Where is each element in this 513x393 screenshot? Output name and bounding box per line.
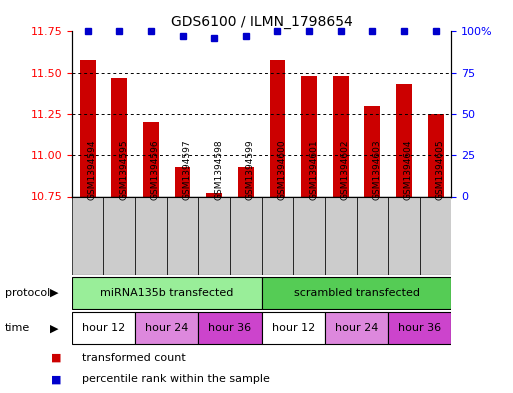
Text: hour 36: hour 36 xyxy=(398,323,441,333)
Bar xyxy=(143,122,159,196)
Title: GDS6100 / ILMN_1798654: GDS6100 / ILMN_1798654 xyxy=(171,15,352,29)
Text: hour 12: hour 12 xyxy=(272,323,315,333)
Text: scrambled transfected: scrambled transfected xyxy=(293,288,420,298)
Bar xyxy=(230,196,262,275)
Bar xyxy=(262,312,325,344)
Bar xyxy=(174,167,190,196)
Bar xyxy=(135,312,199,344)
Text: GSM1394603: GSM1394603 xyxy=(372,140,381,200)
Text: GSM1394596: GSM1394596 xyxy=(151,140,160,200)
Bar xyxy=(388,312,451,344)
Text: percentile rank within the sample: percentile rank within the sample xyxy=(82,374,270,384)
Bar xyxy=(420,196,451,275)
Text: hour 24: hour 24 xyxy=(335,323,378,333)
Bar xyxy=(72,196,104,275)
Text: GSM1394604: GSM1394604 xyxy=(404,140,413,200)
Bar xyxy=(206,193,222,196)
Text: GSM1394594: GSM1394594 xyxy=(88,140,96,200)
Text: GSM1394600: GSM1394600 xyxy=(278,140,286,200)
Bar xyxy=(80,59,95,196)
Text: GSM1394598: GSM1394598 xyxy=(214,140,223,200)
Text: ▶: ▶ xyxy=(50,288,58,298)
Bar xyxy=(301,76,317,196)
Text: GSM1394602: GSM1394602 xyxy=(341,140,350,200)
Bar xyxy=(262,196,293,275)
Text: hour 24: hour 24 xyxy=(145,323,188,333)
Bar xyxy=(269,59,285,196)
Bar xyxy=(167,196,199,275)
Bar xyxy=(388,196,420,275)
Text: protocol: protocol xyxy=(5,288,50,298)
Text: GSM1394601: GSM1394601 xyxy=(309,140,318,200)
Text: hour 36: hour 36 xyxy=(208,323,251,333)
Bar xyxy=(325,196,357,275)
Text: GSM1394595: GSM1394595 xyxy=(119,140,128,200)
Bar xyxy=(111,78,127,196)
Text: ▶: ▶ xyxy=(50,323,58,333)
Bar xyxy=(72,277,262,309)
Text: GSM1394599: GSM1394599 xyxy=(246,140,255,200)
Text: miRNA135b transfected: miRNA135b transfected xyxy=(100,288,233,298)
Bar xyxy=(333,76,349,196)
Text: transformed count: transformed count xyxy=(82,353,186,363)
Bar xyxy=(262,277,451,309)
Bar xyxy=(72,312,135,344)
Text: ■: ■ xyxy=(51,374,62,384)
Bar xyxy=(364,106,380,196)
Bar xyxy=(104,196,135,275)
Bar xyxy=(199,312,262,344)
Text: GSM1394597: GSM1394597 xyxy=(183,140,191,200)
Bar xyxy=(238,167,254,196)
Text: time: time xyxy=(5,323,30,333)
Text: ■: ■ xyxy=(51,353,62,363)
Bar xyxy=(357,196,388,275)
Bar xyxy=(135,196,167,275)
Bar xyxy=(325,312,388,344)
Text: GSM1394605: GSM1394605 xyxy=(436,140,445,200)
Bar xyxy=(396,84,412,196)
Text: hour 12: hour 12 xyxy=(82,323,125,333)
Bar xyxy=(428,114,444,196)
Bar xyxy=(199,196,230,275)
Bar xyxy=(293,196,325,275)
